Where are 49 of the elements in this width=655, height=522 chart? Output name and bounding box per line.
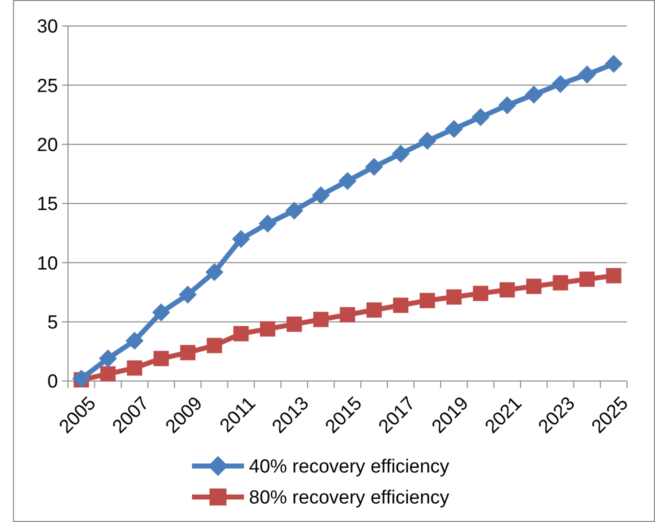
- point: [233, 326, 249, 342]
- point: [472, 108, 490, 126]
- point: [420, 292, 436, 308]
- point: [100, 366, 116, 382]
- point: [393, 298, 408, 313]
- point: [260, 321, 276, 337]
- point: [444, 120, 463, 138]
- point: [524, 86, 543, 104]
- point: [365, 158, 384, 176]
- point: [338, 172, 356, 190]
- point: [526, 278, 542, 294]
- point: [154, 350, 169, 366]
- point: [98, 350, 117, 368]
- y-tick-label: 30: [36, 16, 58, 38]
- point: [606, 268, 622, 284]
- y-tick-label: 5: [47, 312, 58, 334]
- point: [205, 263, 224, 282]
- legend-label: 40% recovery efficiency: [249, 456, 450, 478]
- point: [472, 286, 488, 302]
- point: [312, 186, 330, 204]
- point: [498, 96, 516, 114]
- point: [392, 144, 410, 163]
- y-tick-label: 15: [36, 194, 58, 216]
- point: [126, 360, 142, 376]
- point: [418, 132, 436, 150]
- point: [446, 289, 462, 305]
- point: [604, 54, 623, 73]
- y-tick-label: 0: [47, 372, 58, 393]
- point: [180, 344, 196, 360]
- point: [286, 316, 302, 332]
- point: [340, 307, 356, 322]
- point: [126, 332, 144, 350]
- point: [285, 202, 304, 220]
- point: [313, 312, 329, 328]
- legend-label: 80% recovery efficiency: [249, 488, 450, 509]
- point: [578, 66, 596, 84]
- point: [579, 272, 595, 287]
- point: [552, 275, 568, 290]
- point: [152, 303, 170, 322]
- y-tick-label: 20: [36, 134, 58, 156]
- point: [232, 230, 250, 248]
- point: [206, 338, 222, 354]
- point: [500, 282, 515, 298]
- point: [551, 74, 570, 93]
- y-tick-label: 10: [36, 253, 58, 274]
- point: [366, 302, 382, 318]
- point: [258, 214, 277, 233]
- y-tick-label: 25: [36, 76, 58, 97]
- point: [178, 286, 197, 304]
